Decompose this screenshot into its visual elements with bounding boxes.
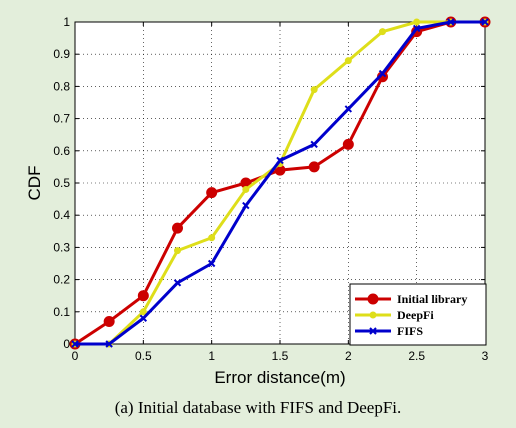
data-point: [378, 69, 387, 78]
axis-ticks: 0 0.5 1 1.5 2 2.5 3 0 0.1 0.2 0.3 0.4 0.5 0.6 0.7 0.8 0.…: [53, 15, 488, 363]
data-point: [242, 185, 250, 193]
data-point: [379, 28, 386, 36]
data-point: [172, 222, 183, 234]
data-point: [412, 24, 421, 33]
data-point: [139, 314, 148, 322]
y-tick-label: 1: [63, 15, 70, 29]
x-marker-stroke: [378, 69, 387, 78]
y-tick-label: 0.2: [53, 273, 70, 287]
legend: Initial library DeepFi FIFS: [349, 283, 487, 346]
data-point: [276, 156, 284, 165]
series-layer: [69, 16, 491, 350]
data-point: [342, 138, 354, 150]
legend-label: Initial library: [397, 292, 467, 306]
y-tick-label: 0.5: [53, 176, 70, 190]
data-point: [71, 340, 79, 348]
x-marker-stroke: [369, 327, 377, 335]
x-tick-label: 3: [482, 349, 489, 363]
legend-marker: [367, 293, 379, 305]
data-point: [447, 18, 455, 26]
x-marker-stroke: [242, 201, 250, 210]
data-point: [206, 187, 218, 199]
data-point: [174, 247, 181, 255]
data-point: [413, 18, 421, 26]
data-point: [310, 86, 318, 94]
data-point: [242, 201, 250, 210]
x-tick-label: 2: [345, 349, 352, 363]
series-fifs: [71, 18, 489, 348]
x-marker-stroke: [173, 279, 182, 287]
y-tick-label: 0.4: [53, 208, 70, 222]
data-point: [308, 161, 320, 173]
y-tick-label: 0.1: [53, 305, 70, 319]
data-point: [344, 57, 352, 65]
y-tick-label: 0.9: [53, 47, 70, 61]
x-marker-stroke: [412, 24, 421, 33]
x-marker-stroke: [276, 156, 284, 165]
y-tick-label: 0.6: [53, 144, 70, 158]
legend-label: DeepFi: [397, 308, 434, 322]
data-point: [208, 234, 216, 242]
x-tick-label: 1: [208, 349, 215, 363]
x-marker-stroke: [207, 259, 216, 268]
y-tick-label: 0.3: [53, 240, 70, 254]
y-axis-label: CDF: [25, 166, 44, 201]
x-tick-label: 2.5: [408, 349, 425, 363]
legend-marker: [369, 327, 377, 335]
x-marker-stroke: [139, 314, 148, 322]
legend-entry: Initial library: [355, 292, 467, 306]
x-marker-stroke: [481, 18, 489, 26]
x-marker-stroke: [344, 105, 353, 113]
data-point: [344, 105, 353, 113]
x-marker-stroke: [105, 340, 113, 348]
legend-entry: DeepFi: [355, 308, 434, 322]
y-tick-label: 0.7: [53, 112, 70, 126]
figure-caption: (a) Initial database with FIFS and DeepF…: [115, 398, 402, 417]
x-tick-label: 0: [72, 349, 79, 363]
x-marker-stroke: [71, 340, 79, 348]
data-point: [105, 340, 113, 348]
data-point: [173, 279, 182, 287]
data-point: [481, 18, 489, 26]
x-marker-stroke: [310, 140, 318, 149]
data-point: [310, 140, 318, 149]
legend-label: FIFS: [397, 324, 423, 338]
legend-entry: FIFS: [355, 324, 423, 338]
y-tick-label: 0.8: [53, 79, 70, 93]
x-tick-label: 1.5: [272, 349, 289, 363]
legend-marker: [369, 311, 377, 319]
data-point: [207, 259, 216, 268]
y-tick-label: 0: [63, 337, 70, 351]
x-tick-label: 0.5: [135, 349, 152, 363]
data-point: [103, 315, 115, 327]
data-point: [137, 290, 149, 302]
x-marker-stroke: [447, 18, 455, 26]
data-point: [139, 308, 147, 316]
x-axis-label: Error distance(m): [214, 368, 345, 387]
series-deepfi: [71, 18, 489, 348]
